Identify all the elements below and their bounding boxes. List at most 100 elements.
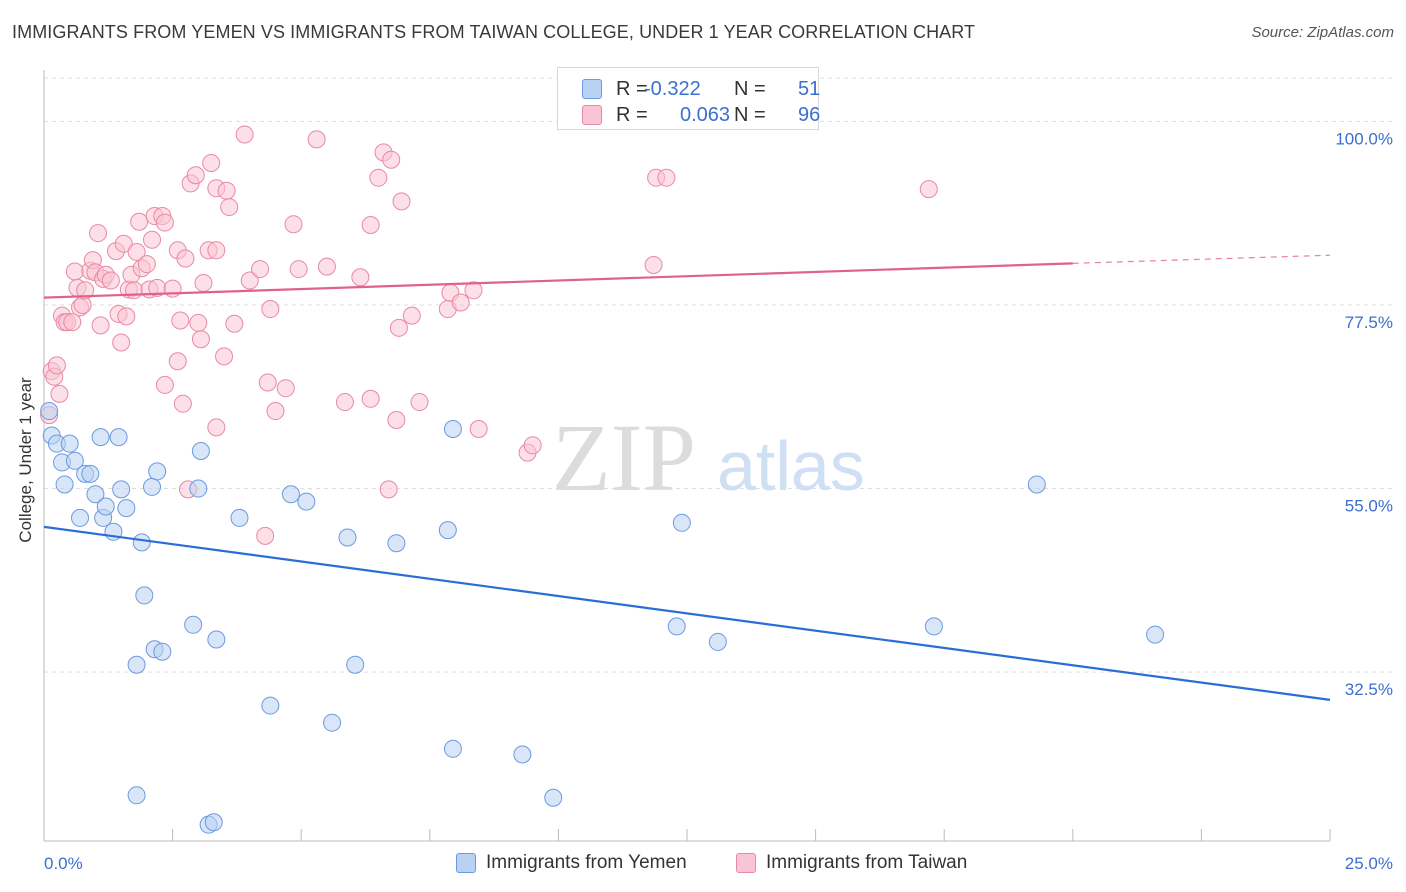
taiwan-point xyxy=(317,257,336,276)
yemen-point xyxy=(109,428,128,447)
yemen-point xyxy=(667,617,686,636)
taiwan-point xyxy=(155,375,174,394)
yemen-point xyxy=(60,434,79,453)
yemen-point xyxy=(91,428,110,447)
taiwan-point xyxy=(644,255,663,274)
taiwan-point xyxy=(137,255,156,274)
taiwan-point xyxy=(125,281,144,300)
yemen-point xyxy=(387,534,406,553)
taiwan-series xyxy=(40,125,938,545)
taiwan-point xyxy=(114,234,133,253)
taiwan-point xyxy=(155,213,174,232)
yemen-point xyxy=(96,497,115,516)
taiwan-point xyxy=(251,260,270,279)
yemen-point xyxy=(117,499,136,518)
taiwan-point xyxy=(225,314,244,333)
trend-lines xyxy=(43,254,1331,701)
yemen-point xyxy=(127,786,146,805)
watermark-atlas: atlas xyxy=(717,427,865,505)
chart-title: IMMIGRANTS FROM YEMEN VS IMMIGRANTS FROM… xyxy=(12,22,976,42)
yemen-point xyxy=(443,739,462,758)
taiwan-point xyxy=(202,154,221,173)
yemen-point xyxy=(443,419,462,438)
correlation-legend: R = -0.322 N = 51 R = 0.063 N = 96 xyxy=(557,67,821,130)
axes xyxy=(43,70,1331,842)
yemen-point xyxy=(338,528,357,547)
taiwan-point xyxy=(351,268,370,287)
taiwan-point xyxy=(361,389,380,408)
taiwan-point xyxy=(127,242,146,261)
yemen-point xyxy=(148,462,167,481)
taiwan-point xyxy=(307,130,326,149)
yemen-point xyxy=(191,442,210,461)
source-credit: Source: ZipAtlas.com xyxy=(1251,24,1394,41)
tick-labels: 32.5% 55.0% 77.5% 100.0% 0.0% 25.0% xyxy=(44,129,1393,873)
n-label: N = xyxy=(734,104,766,126)
y-tick-label: 32.5% xyxy=(1345,680,1393,699)
taiwan-point xyxy=(256,526,275,545)
taiwan-point xyxy=(382,150,401,169)
yemen-point xyxy=(204,813,223,832)
taiwan-point xyxy=(402,306,421,325)
n-value: 51 xyxy=(798,78,821,100)
yemen-point xyxy=(207,630,226,649)
taiwan-point xyxy=(101,271,120,290)
yemen-point xyxy=(1027,475,1046,494)
r-value: 0.063 xyxy=(680,104,731,126)
taiwan-point xyxy=(112,333,131,352)
yemen-swatch xyxy=(582,79,602,99)
taiwan-point xyxy=(389,318,408,337)
yemen-point xyxy=(132,533,151,552)
taiwan-point xyxy=(379,480,398,499)
taiwan-point xyxy=(220,198,239,217)
yemen-point xyxy=(135,586,154,605)
taiwan-point xyxy=(266,402,285,421)
taiwan-point xyxy=(464,281,483,300)
x-tick-label: 25.0% xyxy=(1345,854,1393,873)
yemen-point xyxy=(924,617,943,636)
yemen-point xyxy=(672,513,691,532)
taiwan-point xyxy=(276,379,295,398)
yemen-point xyxy=(86,485,105,504)
r-label: R = xyxy=(616,104,648,126)
yemen-point xyxy=(143,477,162,496)
x-tick-label: 0.0% xyxy=(44,854,83,873)
taiwan-point xyxy=(117,307,136,326)
taiwan-point xyxy=(89,224,108,243)
y-tick-label: 100.0% xyxy=(1335,129,1393,148)
yemen-point xyxy=(55,475,74,494)
yemen-point xyxy=(81,464,100,483)
taiwan-point xyxy=(284,215,303,234)
taiwan-swatch xyxy=(736,853,756,873)
r-value: -0.322 xyxy=(644,78,701,100)
yemen-point xyxy=(438,521,457,540)
taiwan-point xyxy=(173,394,192,413)
yemen-point xyxy=(346,655,365,674)
watermark: ZIP atlas xyxy=(552,404,865,511)
taiwan-point xyxy=(261,300,280,319)
yemen-point xyxy=(40,402,59,421)
taiwan-point xyxy=(168,352,187,371)
taiwan-point xyxy=(240,271,259,290)
taiwan-point xyxy=(215,347,234,366)
yemen-point xyxy=(281,485,300,504)
taiwan-point xyxy=(469,419,488,438)
taiwan-trend-line xyxy=(43,262,1073,299)
taiwan-point xyxy=(186,166,205,185)
yemen-point xyxy=(153,642,172,661)
taiwan-point xyxy=(143,230,162,249)
taiwan-point xyxy=(207,241,226,260)
taiwan-point xyxy=(207,418,226,437)
taiwan-point xyxy=(361,216,380,235)
taiwan-point xyxy=(369,168,388,187)
taiwan-point xyxy=(289,260,308,279)
y-tick-label: 77.5% xyxy=(1345,313,1393,332)
taiwan-point xyxy=(235,125,254,144)
taiwan-point xyxy=(50,384,69,403)
taiwan-point xyxy=(387,411,406,430)
taiwan-point xyxy=(65,262,84,281)
legend-label-yemen: Immigrants from Yemen xyxy=(486,852,687,873)
taiwan-point xyxy=(176,249,195,268)
yemen-point xyxy=(230,508,249,527)
